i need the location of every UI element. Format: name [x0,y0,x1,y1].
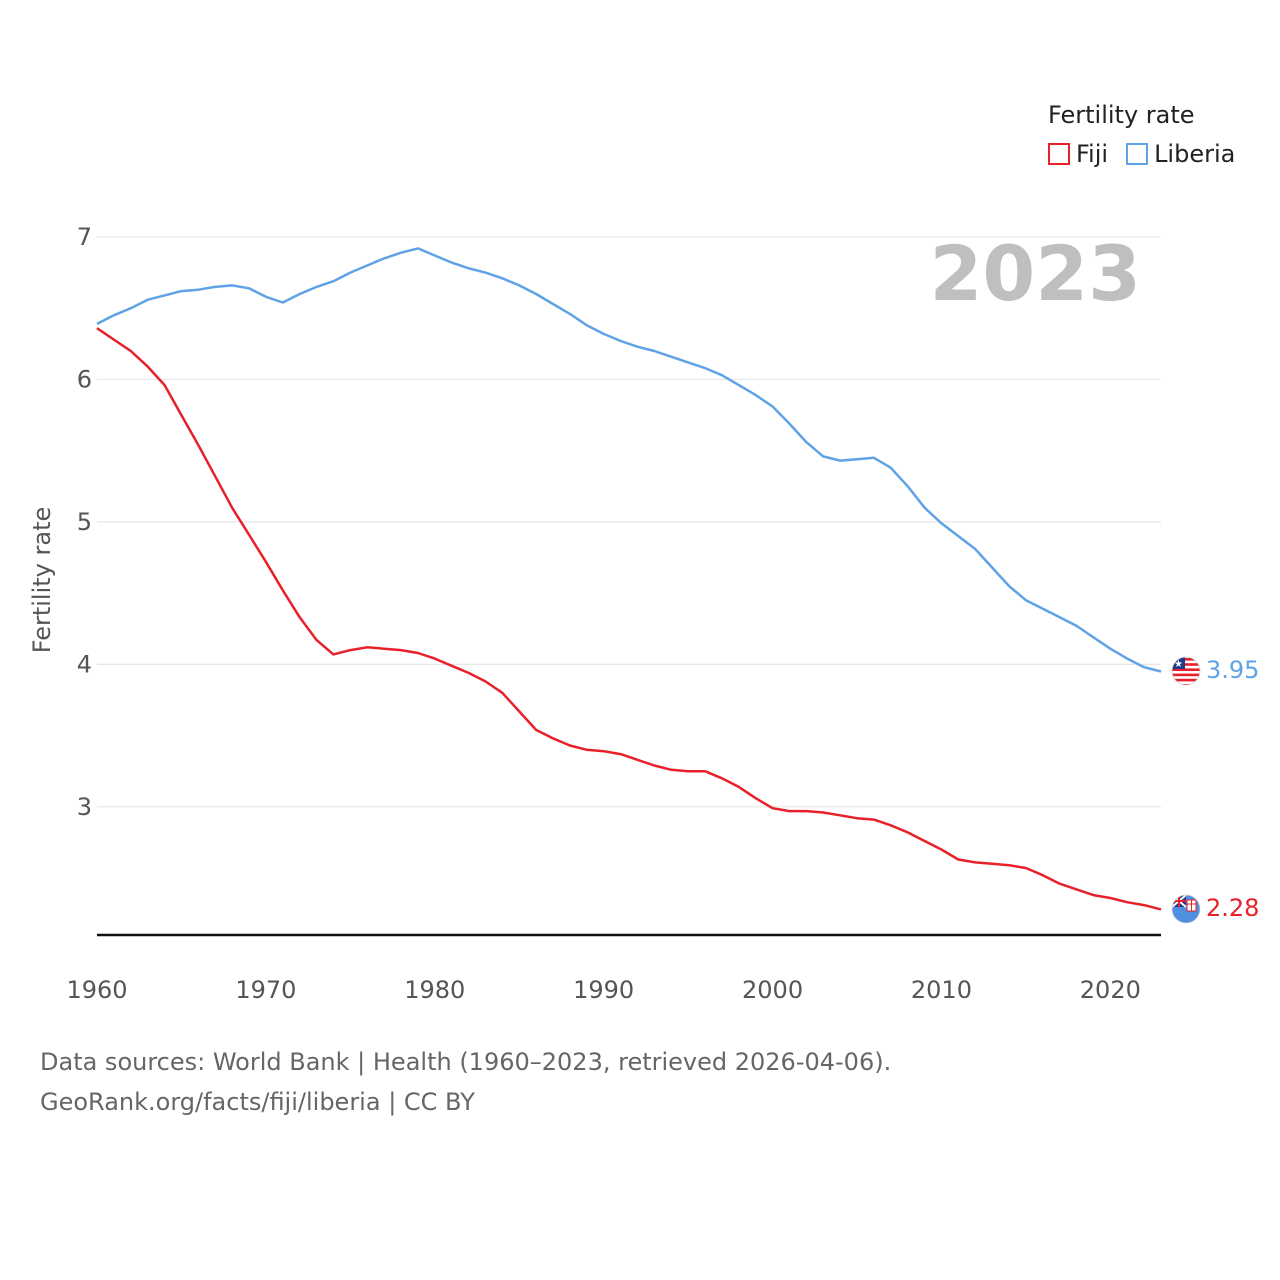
series-line-liberia [96,247,1162,673]
svg-text:★: ★ [1174,659,1183,670]
data-sources-text: Data sources: World Bank | Health (1960–… [40,1048,892,1076]
y-tick-label: 6 [77,365,92,393]
y-axis-ticks: 3 4 5 6 7 [77,223,92,821]
x-tick-label: 1970 [235,976,296,1004]
series-lines [96,247,1162,911]
grid [97,236,1161,808]
x-tick-label: 2020 [1080,976,1141,1004]
legend: Fertility rate Fiji Liberia [1048,100,1253,168]
x-axis-ticks: 1960 1970 1980 1990 2000 2010 2020 [66,976,1140,1004]
footer: Data sources: World Bank | Health (1960–… [40,1042,891,1122]
legend-swatch-liberia [1126,143,1149,165]
legend-item-fiji[interactable]: Fiji [1048,140,1108,168]
x-tick-label: 1990 [573,976,634,1004]
liberia-end-value: 3.95 [1206,656,1259,684]
y-tick-label: 7 [77,223,92,251]
year-label: 2023 [929,229,1141,318]
source-link[interactable]: GeoRank.org/facts/fiji/liberia | CC BY [40,1088,475,1116]
legend-label-liberia: Liberia [1154,140,1236,168]
legend-swatch-fiji [1048,143,1070,165]
x-tick-label: 1960 [66,976,127,1004]
x-tick-label: 2010 [911,976,972,1004]
y-tick-label: 3 [77,793,92,821]
liberia-flag-icon: ★ [1171,656,1201,686]
x-tick-label: 1980 [404,976,465,1004]
y-axis-title: Fertility rate [28,507,56,654]
y-tick-label: 5 [77,508,92,536]
series-line-fiji [96,327,1162,911]
x-tick-label: 2000 [742,976,803,1004]
fiji-flag-icon [1171,894,1201,924]
fiji-end-value: 2.28 [1206,894,1259,922]
legend-item-liberia[interactable]: Liberia [1126,140,1235,168]
y-tick-label: 4 [77,650,92,678]
legend-title: Fertility rate [1048,101,1195,129]
legend-label-fiji: Fiji [1076,140,1109,168]
